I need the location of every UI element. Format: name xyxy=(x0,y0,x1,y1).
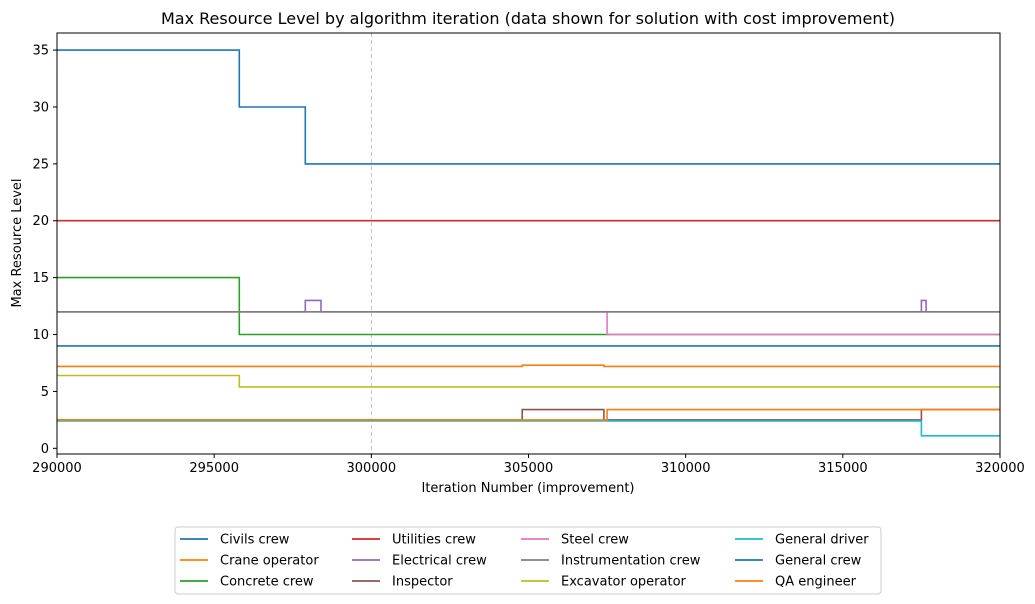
y-tick-label: 5 xyxy=(41,385,49,400)
legend-label: Excavator operator xyxy=(561,575,687,590)
legend-item: Inspector xyxy=(352,575,453,590)
legend-label: QA engineer xyxy=(775,575,857,590)
legend-label: Concrete crew xyxy=(220,575,314,590)
legend-item: Excavator operator xyxy=(521,575,687,590)
chart-title: Max Resource Level by algorithm iteratio… xyxy=(161,9,895,28)
y-tick-label: 0 xyxy=(41,442,49,457)
legend-item: Civils crew xyxy=(180,533,290,548)
plot-frame xyxy=(56,32,1001,455)
legend-label: General driver xyxy=(775,533,869,548)
series-line-electrical-crew xyxy=(57,299,1000,313)
y-axis-label: Max Resource Level xyxy=(10,178,25,307)
series-line-crane-operator xyxy=(57,364,1000,368)
y-tick-label: 10 xyxy=(32,328,49,343)
x-axis-label: Iteration Number (improvement) xyxy=(421,481,634,496)
legend-item: Instrumentation crew xyxy=(521,554,701,569)
series-line-steel-crew xyxy=(57,310,1000,336)
y-tick-label: 30 xyxy=(32,100,49,115)
series-line-civils-crew xyxy=(57,49,1000,165)
x-tick-label: 320000 xyxy=(975,461,1025,476)
legend-item: Concrete crew xyxy=(180,575,314,590)
y-tick-label: 35 xyxy=(32,44,49,59)
legend-label: Steel crew xyxy=(561,533,629,548)
y-tick-label: 25 xyxy=(32,157,49,172)
series-line-excavator-operator xyxy=(57,374,1000,388)
axes: 290000 295000 300000 305000 310000 315000 3200… xyxy=(32,44,1025,476)
legend-item: Electrical crew xyxy=(352,554,487,569)
legend-item: Utilities crew xyxy=(352,533,476,548)
plot-area xyxy=(57,33,1000,454)
legend-label: Crane operator xyxy=(220,554,319,569)
series-line-general-driver xyxy=(57,420,1000,437)
legend-label: Civils crew xyxy=(220,533,290,548)
legend-item: QA engineer xyxy=(735,575,857,590)
series-line-inspector xyxy=(57,408,1000,421)
legend-item: Crane operator xyxy=(180,554,319,569)
legend-label: Electrical crew xyxy=(392,554,487,569)
legend-item: Steel crew xyxy=(521,533,629,548)
legend-label: Utilities crew xyxy=(392,533,476,548)
x-tick-label: 290000 xyxy=(32,461,82,476)
legend-label: General crew xyxy=(775,554,862,569)
legend-item: General crew xyxy=(735,554,862,569)
x-tick-label: 310000 xyxy=(661,461,711,476)
x-tick-label: 300000 xyxy=(347,461,397,476)
legend: Civils crew Crane operator Concrete crew Ut… xyxy=(174,526,882,595)
series-line-qa-engineer xyxy=(57,408,1000,421)
y-tick-label: 20 xyxy=(32,214,49,229)
x-tick-label: 295000 xyxy=(189,461,239,476)
legend-label: Instrumentation crew xyxy=(561,554,701,569)
legend-item: General driver xyxy=(735,533,869,548)
series-line-concrete-crew xyxy=(57,276,1000,336)
x-tick-label: 315000 xyxy=(818,461,868,476)
legend-label: Inspector xyxy=(392,575,453,590)
y-tick-label: 15 xyxy=(32,271,49,286)
x-tick-label: 305000 xyxy=(504,461,554,476)
